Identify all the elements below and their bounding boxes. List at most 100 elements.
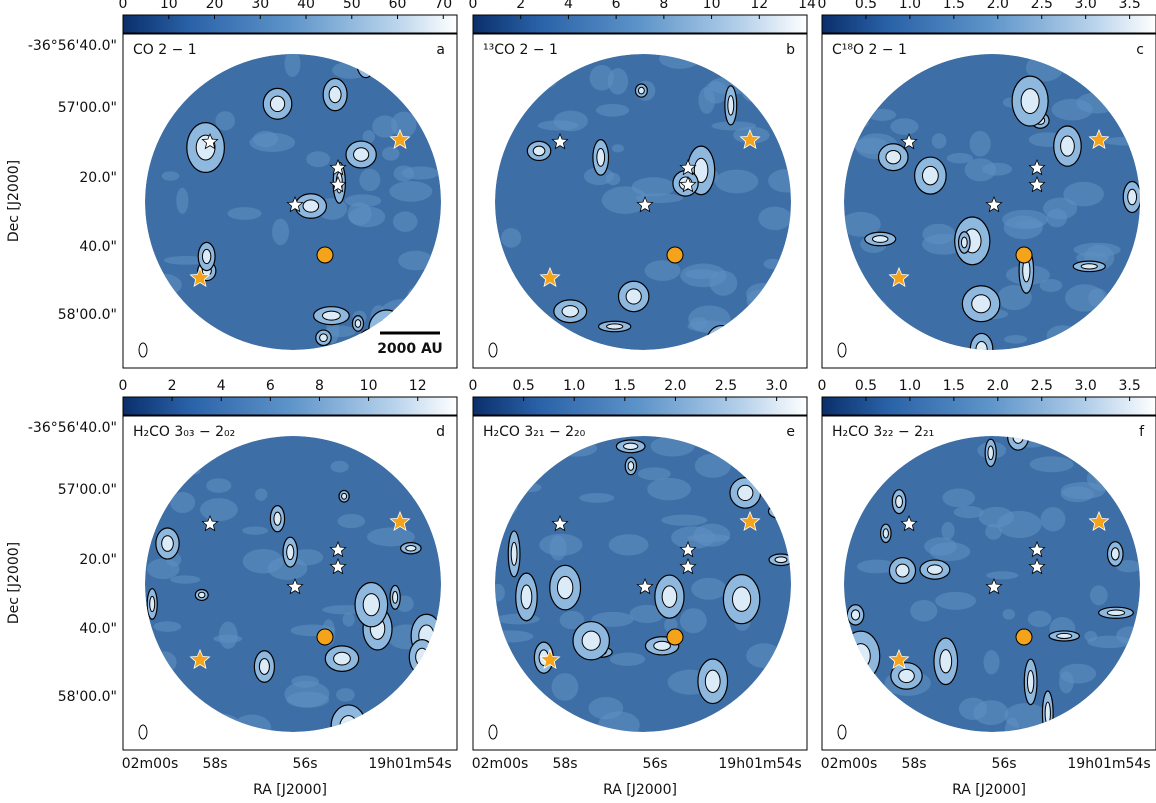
- source-star: [985, 195, 1003, 213]
- emission-patch: [1040, 507, 1066, 532]
- emission-patch: [1063, 181, 1104, 207]
- colorbar-tick-label: 1.0: [563, 378, 585, 394]
- panel-title: H₂CO 3₂₁ − 2₂₀: [483, 424, 586, 440]
- colorbar-tick-label: 0.5: [855, 0, 877, 12]
- colorbar: [122, 396, 458, 416]
- emission-patch: [868, 108, 897, 121]
- x-tick-label: 02m00s: [472, 756, 529, 772]
- emission-patch: [200, 498, 238, 522]
- emission-patch: [393, 165, 415, 182]
- contour: [341, 492, 348, 500]
- emission-patch: [608, 534, 649, 556]
- source-marker: [666, 628, 684, 646]
- source-star: [189, 648, 211, 669]
- contour: [273, 511, 282, 526]
- colorbar-tick-label: 1.0: [899, 0, 921, 12]
- x-axis-label: RA [J2000]: [952, 782, 1026, 798]
- emission-patch: [1051, 98, 1093, 121]
- emission-patch: [691, 577, 727, 600]
- contour: [971, 294, 991, 314]
- colorbar-tick-label: 0: [469, 0, 478, 12]
- emission-patch: [935, 591, 977, 610]
- emission-patch: [161, 171, 180, 181]
- emission-patch: [1015, 220, 1044, 229]
- x-tick-label: 56s: [991, 756, 1016, 772]
- source-star: [329, 158, 347, 176]
- emission-patch: [367, 527, 415, 547]
- emission-patch: [559, 610, 585, 630]
- emission-patch: [359, 168, 381, 192]
- contour: [737, 484, 754, 502]
- emission-patch: [715, 169, 759, 194]
- contour: [258, 658, 270, 675]
- emission-patch: [629, 604, 665, 624]
- emission-patch: [242, 549, 284, 574]
- emission-patch: [973, 700, 1009, 726]
- contour: [606, 323, 624, 330]
- beam: [138, 342, 148, 358]
- emission-patch: [392, 211, 418, 232]
- emission-patch: [589, 64, 614, 91]
- colorbar-tick-label: 10: [703, 0, 721, 12]
- contour: [510, 541, 518, 566]
- emission-patch: [170, 575, 201, 584]
- source-star: [1028, 175, 1046, 193]
- emission-patch: [579, 492, 615, 503]
- emission-patch: [272, 218, 290, 246]
- colorbar-tick-label: 6: [266, 378, 275, 394]
- colorbar-tick-label: 4: [217, 378, 226, 394]
- contour: [405, 544, 417, 552]
- source-star: [389, 510, 411, 531]
- emission-patch: [711, 121, 757, 131]
- y-axis-label: Dec [J2000]: [6, 160, 22, 242]
- source-star: [636, 195, 654, 213]
- panel-letter: e: [786, 424, 795, 440]
- colorbar-tick-label: 3.0: [766, 378, 788, 394]
- colorbar: [472, 14, 808, 34]
- contour: [198, 591, 206, 599]
- emission-patch: [501, 228, 522, 248]
- emission-patch: [1043, 197, 1078, 220]
- colorbar-tick-label: 1.5: [614, 378, 636, 394]
- colorbar-tick-label: 2: [516, 0, 525, 12]
- source-star: [201, 514, 219, 532]
- emission-patch: [698, 86, 715, 114]
- source-star: [201, 132, 219, 150]
- contour: [561, 305, 579, 318]
- source-star: [739, 128, 761, 149]
- contour: [328, 86, 342, 104]
- x-tick-label: 58s: [901, 756, 926, 772]
- colorbar-tick-label: 3.0: [1075, 0, 1097, 12]
- colorbar-tick-label: 20: [206, 0, 224, 12]
- emission-patch: [242, 526, 269, 535]
- emission-patch: [844, 211, 881, 237]
- x-tick-label: 56s: [642, 756, 667, 772]
- emission-patch: [348, 206, 386, 228]
- source-marker: [666, 246, 684, 264]
- colorbar-tick-label: 0: [818, 0, 827, 12]
- contour: [731, 586, 752, 612]
- emission-patch: [253, 130, 279, 148]
- y-tick-label: -36°56'40.0": [28, 38, 117, 54]
- emission-patch: [679, 608, 707, 634]
- emission-patch: [694, 453, 731, 478]
- source-star: [1088, 510, 1110, 531]
- emission-patch: [910, 599, 938, 622]
- contour: [661, 585, 678, 608]
- colorbar-tick-label: 2.0: [664, 378, 686, 394]
- emission-patch: [539, 533, 583, 556]
- source-star: [329, 175, 347, 193]
- colorbar-tick-label: 0.5: [512, 378, 534, 394]
- colorbar-tick-label: 2.0: [987, 378, 1009, 394]
- source-marker: [316, 246, 334, 264]
- y-tick-label: 57'00.0": [58, 100, 117, 116]
- emission-patch: [647, 477, 691, 501]
- contour: [987, 445, 994, 461]
- source-star: [679, 175, 697, 193]
- emission-patch: [1115, 560, 1140, 573]
- colorbar-tick-label: 3.5: [1118, 378, 1140, 394]
- source-star: [739, 510, 761, 531]
- emission-patch: [953, 505, 984, 519]
- emission-patch: [1089, 585, 1108, 606]
